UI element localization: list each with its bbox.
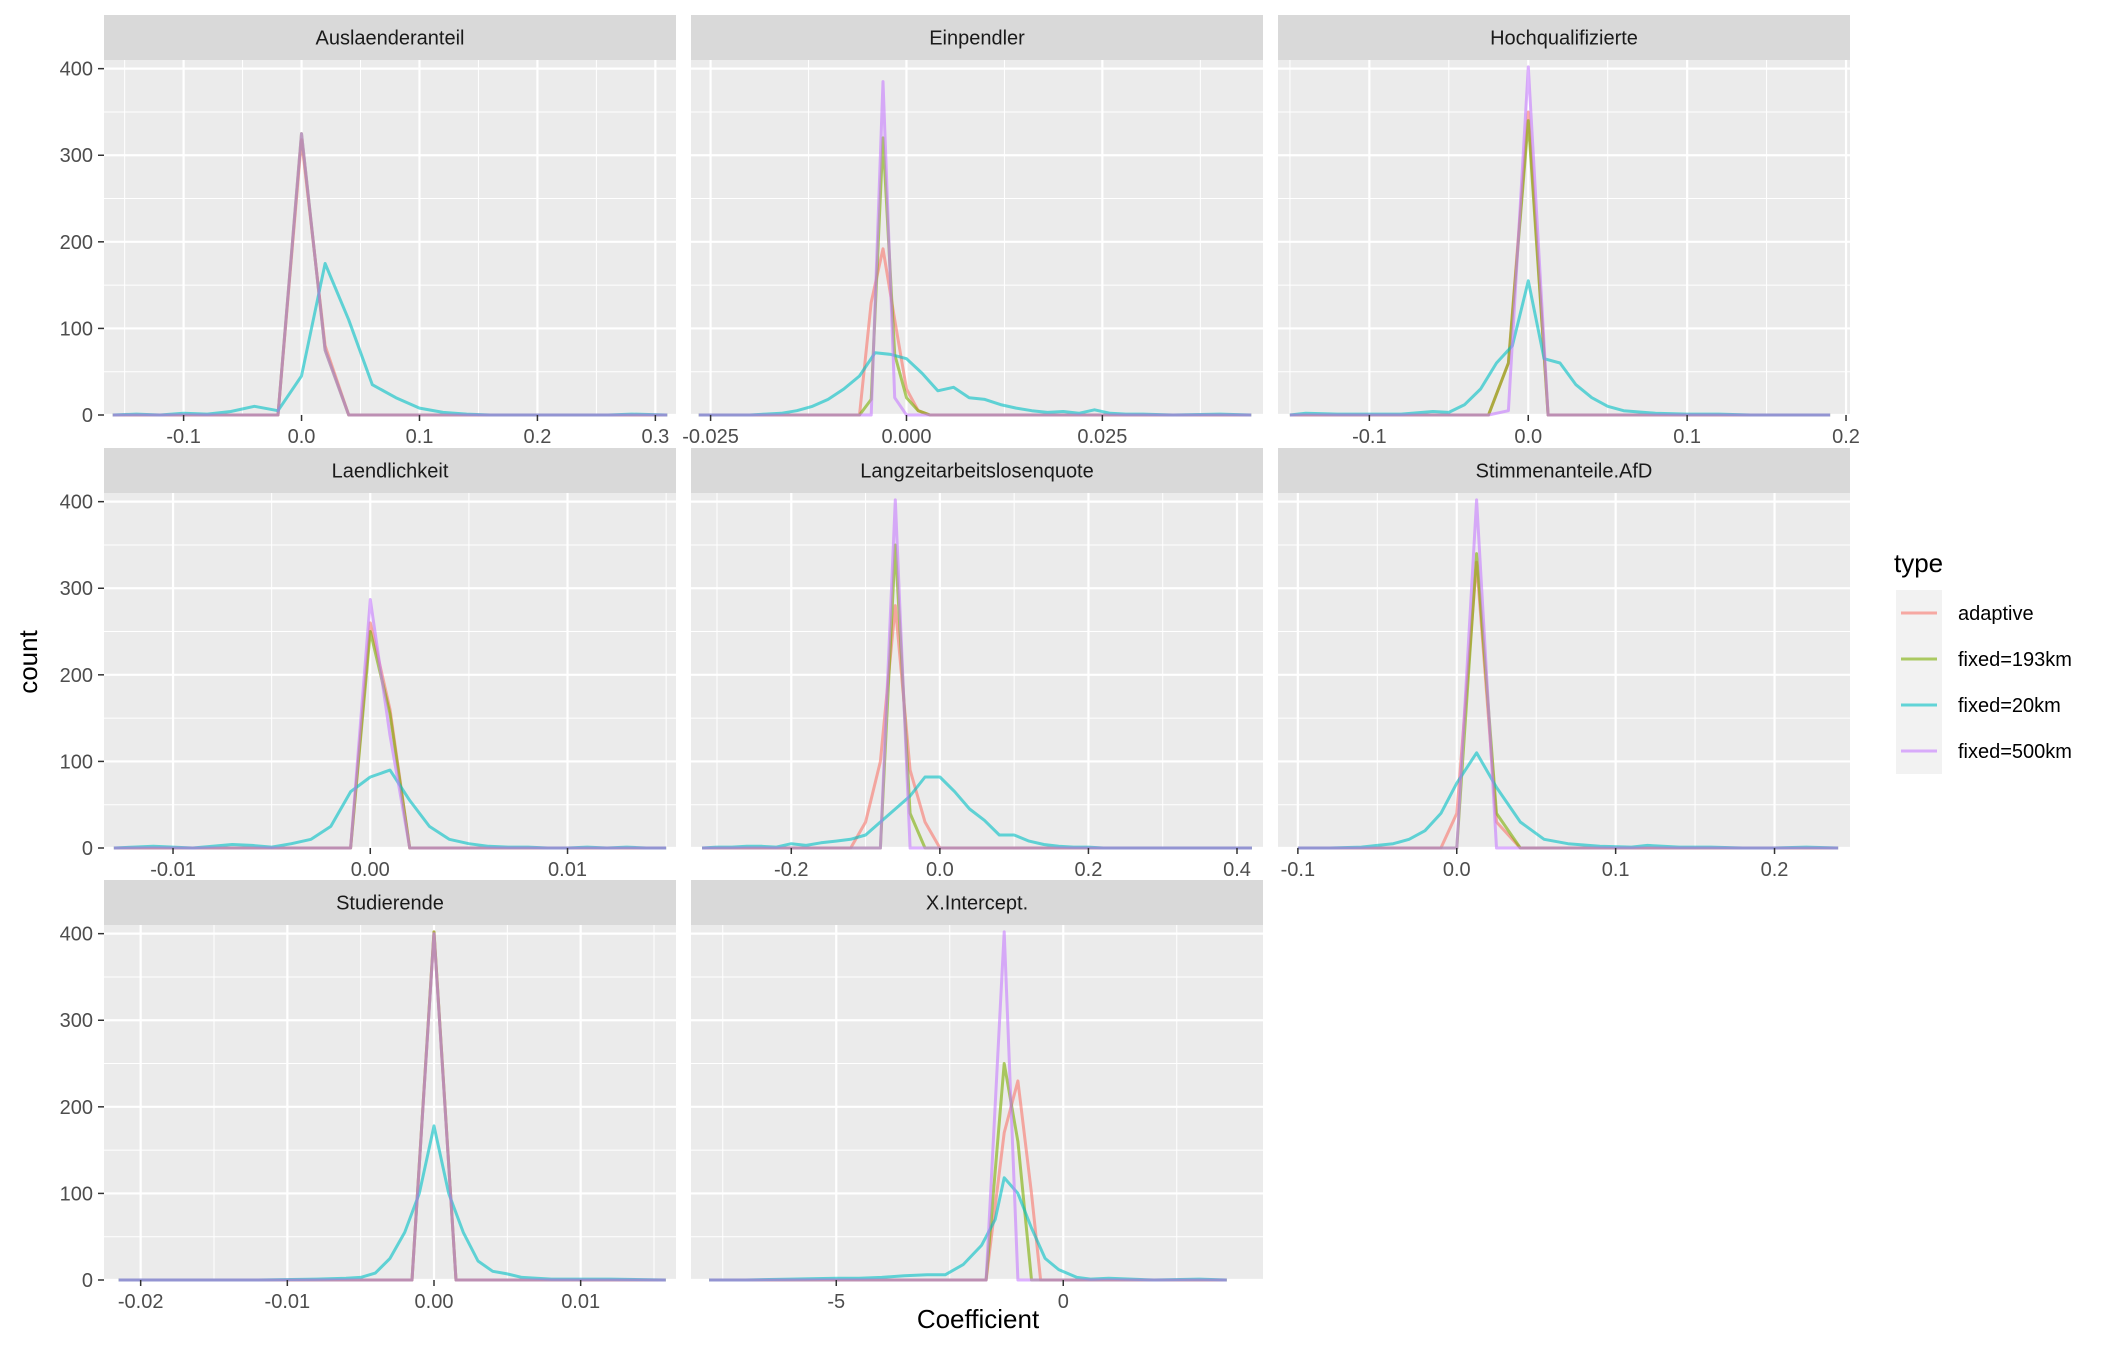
facet-strip	[104, 448, 676, 493]
series-line-fixed-500km	[702, 498, 1252, 850]
facet-title: Hochqualifizierte	[1490, 28, 1638, 50]
facet-auslaenderanteil: Auslaenderanteil 0 100 200 300 400 -0.1 0.0 0.1 0…	[60, 15, 676, 448]
y-tick-label: 200	[60, 232, 93, 254]
facet-strip	[104, 880, 676, 925]
x-tick-label: 0.2	[524, 426, 552, 448]
y-tick-label: 100	[60, 1183, 93, 1205]
y-tick-label: 0	[82, 838, 93, 860]
facet-strip	[1278, 448, 1850, 493]
x-tick-label: 0.00	[351, 859, 390, 881]
y-tick-label: 300	[60, 1010, 93, 1032]
series-line-fixed-500km	[1289, 65, 1831, 417]
facet-title: Stimmenanteile.AfD	[1476, 461, 1653, 483]
facet-x-intercept: X.Intercept. -5 0	[691, 880, 1263, 1313]
x-tick-label: 0.4	[1223, 859, 1251, 881]
x-tick-label: -0.1	[1281, 859, 1315, 881]
y-tick-label: 0	[82, 405, 93, 427]
panel-background	[1278, 60, 1850, 415]
facet-strip	[691, 880, 1263, 925]
y-tick-label: 300	[60, 578, 93, 600]
facet-strip	[104, 15, 676, 60]
x-tick-label: 0.1	[1602, 859, 1630, 881]
panel-background	[104, 493, 676, 848]
legend-label: adaptive	[1958, 603, 2034, 625]
x-tick-label: -5	[827, 1291, 845, 1313]
legend-item-fixed-20km: fixed=20km	[1896, 682, 2061, 728]
series-line-fixed-500km	[1297, 498, 1839, 850]
y-axis-title: count	[13, 629, 43, 693]
x-tick-label: 0.0	[1443, 859, 1471, 881]
facet-title: Auslaenderanteil	[316, 28, 465, 50]
x-tick-label: 0.00	[415, 1291, 454, 1313]
series-line-fixed-500km	[698, 80, 1252, 417]
x-tick-label: 0.3	[641, 426, 669, 448]
facet-laendlichkeit: Laendlichkeit 0 100 200 300 400 -0.01 0.00 0.01	[60, 448, 676, 881]
series-line-fixed-500km	[113, 598, 667, 850]
panel-background	[1278, 493, 1850, 848]
x-tick-label: 0	[1058, 1291, 1069, 1313]
x-tick-label: 0.01	[548, 859, 587, 881]
facet-title: Einpendler	[929, 28, 1025, 50]
x-tick-label: 0.025	[1077, 426, 1127, 448]
x-tick-label: 0.1	[406, 426, 434, 448]
y-tick-label: 200	[60, 665, 93, 687]
x-tick-label: 0.0	[1514, 426, 1542, 448]
y-tick-label: 0	[82, 1270, 93, 1292]
y-tick-label: 400	[60, 59, 93, 81]
x-axis-title: Coefficient	[917, 1304, 1040, 1334]
facet-stimmenanteile-afd: Stimmenanteile.AfD -0.1 0.0 0.1 0.2	[1278, 448, 1850, 881]
x-tick-label: 0.01	[561, 1291, 600, 1313]
legend-label: fixed=20km	[1958, 695, 2061, 717]
x-tick-label: 0.2	[1761, 859, 1789, 881]
facet-strip	[1278, 15, 1850, 60]
x-tick-label: -0.02	[118, 1291, 164, 1313]
panel-background	[104, 925, 676, 1280]
facet-einpendler: Einpendler -0.025 0.000 0.025	[682, 15, 1263, 448]
y-tick-label: 400	[60, 924, 93, 946]
series-line-fixed-500km	[118, 932, 666, 1282]
facet-strip	[691, 448, 1263, 493]
legend-item-adaptive: adaptive	[1896, 590, 2034, 636]
facet-title: Laendlichkeit	[332, 461, 449, 483]
legend-label: fixed=500km	[1958, 741, 2072, 763]
x-tick-label: 0.000	[881, 426, 931, 448]
legend-item-fixed-500km: fixed=500km	[1896, 728, 2072, 774]
series-line-fixed-500km	[112, 132, 668, 417]
facet-strip	[691, 15, 1263, 60]
x-tick-label: -0.2	[774, 859, 808, 881]
x-tick-label: -0.01	[265, 1291, 311, 1313]
y-tick-label: 200	[60, 1097, 93, 1119]
facet-langzeitarbeitslosenquote: Langzeitarbeitslosenquote -0.2 0.0 0.2 0.4	[691, 448, 1263, 881]
x-tick-label: 0.2	[1832, 426, 1860, 448]
y-tick-label: 400	[60, 492, 93, 514]
facet-title: Studierende	[336, 893, 444, 915]
facet-hochqualifizierte: Hochqualifizierte -0.1 0.0 0.1 0.2	[1278, 15, 1860, 448]
facet-title: X.Intercept.	[926, 893, 1028, 915]
x-tick-label: -0.1	[166, 426, 200, 448]
panel-background	[691, 60, 1263, 415]
legend: type adaptive fixed=193km fixed=20km fixed=5…	[1894, 548, 2072, 774]
facet-title: Langzeitarbeitslosenquote	[860, 461, 1094, 483]
x-tick-label: -0.1	[1352, 426, 1386, 448]
facet-studierende: Studierende 0 100 200 300 400 -0.02 -0.01 0.00 0.…	[60, 880, 676, 1313]
panel-background	[691, 493, 1263, 848]
legend-label: fixed=193km	[1958, 649, 2072, 671]
x-tick-label: 0.2	[1075, 859, 1103, 881]
series-line-fixed-500km	[709, 930, 1227, 1282]
panel-background	[104, 60, 676, 415]
y-tick-label: 100	[60, 318, 93, 340]
x-tick-label: 0.0	[926, 859, 954, 881]
x-tick-label: 0.0	[288, 426, 316, 448]
series-line-fixed-20km	[698, 351, 1252, 417]
y-tick-label: 300	[60, 145, 93, 167]
panel-background	[691, 925, 1263, 1280]
y-tick-label: 100	[60, 751, 93, 773]
x-tick-label: 0.1	[1673, 426, 1701, 448]
legend-item-fixed-193km: fixed=193km	[1896, 636, 2072, 682]
x-tick-label: -0.025	[682, 426, 739, 448]
x-tick-label: -0.01	[150, 859, 196, 881]
legend-title: type	[1894, 548, 1943, 578]
